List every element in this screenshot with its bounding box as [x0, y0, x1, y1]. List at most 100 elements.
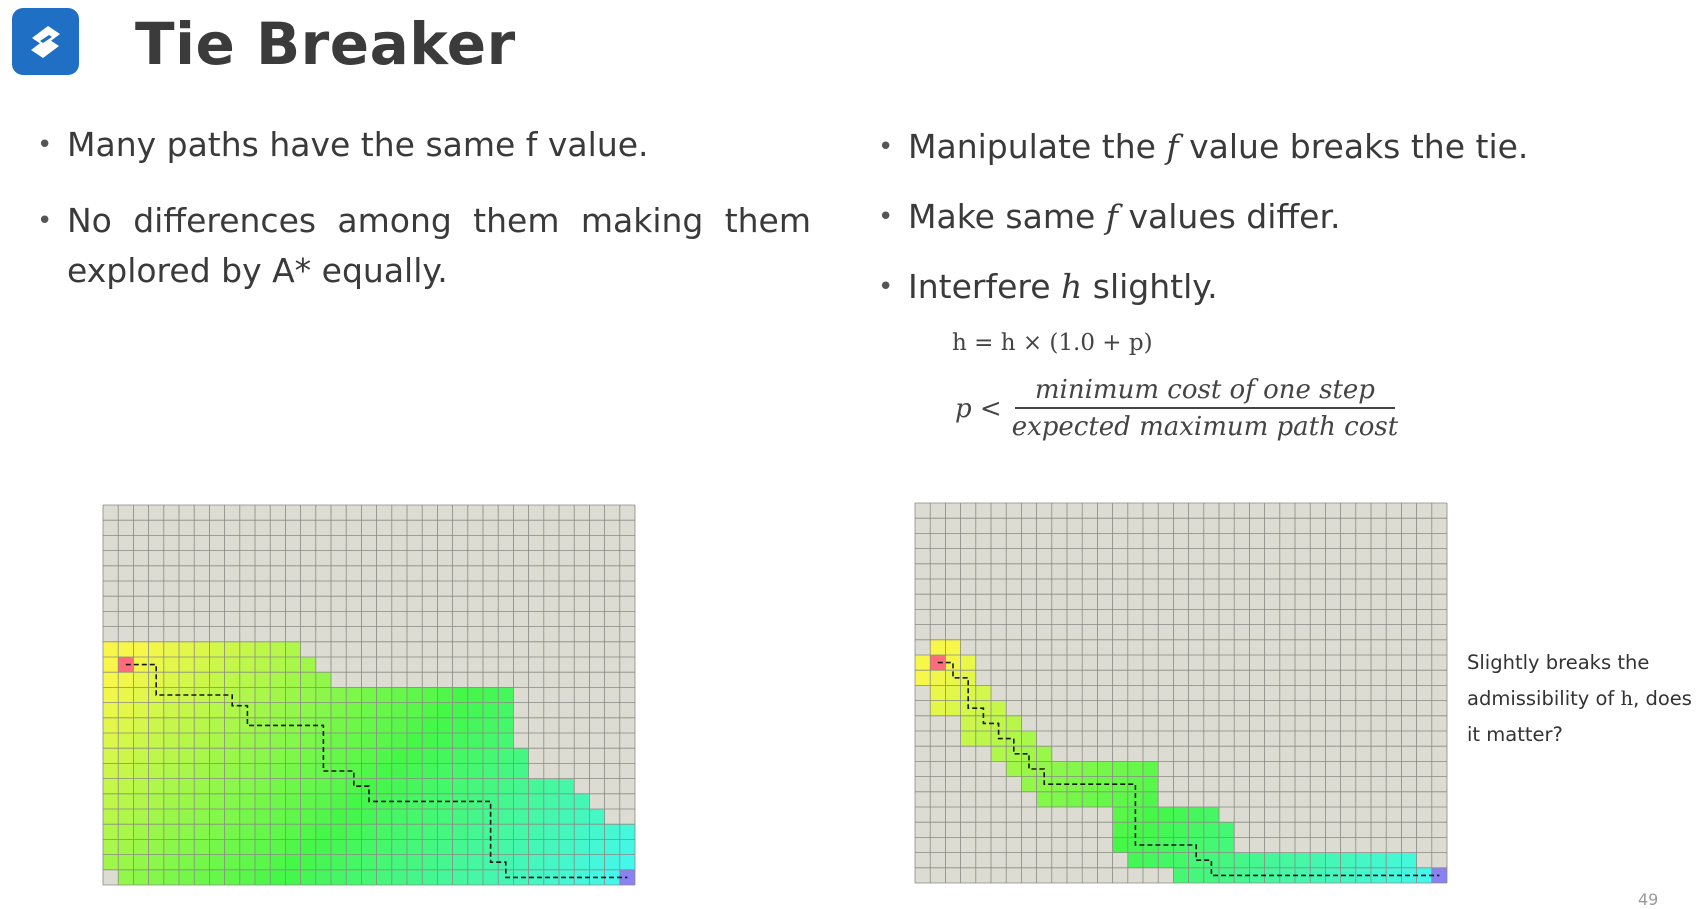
- explored-cell: [133, 824, 149, 840]
- explored-cell: [376, 687, 392, 703]
- explored-cell: [513, 778, 529, 794]
- explored-cell: [1127, 852, 1143, 868]
- explored-cell: [285, 869, 301, 885]
- explored-cell: [270, 702, 286, 718]
- explored-cell: [103, 733, 119, 749]
- explored-cell: [133, 702, 149, 718]
- explored-cell: [194, 748, 210, 764]
- explored-cell: [437, 869, 453, 885]
- explored-cell: [437, 717, 453, 733]
- explored-cell: [1203, 837, 1219, 853]
- explored-cell: [300, 824, 316, 840]
- explored-cell: [133, 641, 149, 657]
- explored-cell: [118, 778, 134, 794]
- explored-cell: [1340, 867, 1356, 883]
- explored-cell: [1143, 761, 1159, 777]
- explored-cell: [467, 763, 483, 779]
- explored-cell: [148, 793, 164, 809]
- logo: [12, 8, 79, 75]
- explored-cell: [209, 778, 225, 794]
- explored-cell: [991, 746, 1007, 762]
- explored-cell: [346, 869, 362, 885]
- explored-cell: [376, 717, 392, 733]
- explored-cell: [209, 763, 225, 779]
- explored-cell: [224, 657, 240, 673]
- explored-cell: [930, 670, 946, 686]
- explored-cell: [270, 672, 286, 688]
- explored-cell: [148, 702, 164, 718]
- explored-cell: [118, 824, 134, 840]
- explored-cell: [103, 778, 119, 794]
- explored-cell: [133, 733, 149, 749]
- explored-cell: [1340, 852, 1356, 868]
- explored-cell: [483, 793, 499, 809]
- explored-cell: [148, 809, 164, 825]
- explored-cell: [589, 839, 605, 855]
- explored-cell: [255, 793, 271, 809]
- explored-cell: [1112, 837, 1128, 853]
- explored-cell: [346, 793, 362, 809]
- explored-cell: [300, 687, 316, 703]
- explored-cell: [513, 869, 529, 885]
- explored-cell: [285, 657, 301, 673]
- explored-cell: [194, 869, 210, 885]
- explored-cell: [163, 641, 179, 657]
- explored-cell: [1203, 852, 1219, 868]
- explored-cell: [209, 809, 225, 825]
- explored-cell: [1188, 852, 1204, 868]
- explored-cell: [179, 763, 195, 779]
- explored-cell: [528, 854, 544, 870]
- explored-cell: [619, 839, 635, 855]
- explored-cell: [407, 778, 423, 794]
- explored-cell: [483, 763, 499, 779]
- explored-cell: [422, 824, 438, 840]
- explored-cell: [270, 763, 286, 779]
- explored-cell: [255, 687, 271, 703]
- explored-cell: [179, 717, 195, 733]
- explored-cell: [589, 854, 605, 870]
- explored-cell: [103, 641, 119, 657]
- explored-cell: [1173, 822, 1189, 838]
- explored-cell: [118, 748, 134, 764]
- explored-cell: [346, 763, 362, 779]
- explored-cell: [163, 672, 179, 688]
- explored-cell: [148, 641, 164, 657]
- explored-cell: [422, 702, 438, 718]
- explored-cell: [361, 763, 377, 779]
- explored-cell: [589, 809, 605, 825]
- explored-cell: [209, 869, 225, 885]
- explored-cell: [224, 793, 240, 809]
- explored-cell: [346, 824, 362, 840]
- explored-cell: [194, 778, 210, 794]
- explored-cell: [118, 809, 134, 825]
- explored-cell: [1203, 867, 1219, 883]
- f-symbol: 𝑓: [1166, 127, 1179, 166]
- explored-cell: [1219, 822, 1235, 838]
- explored-cell: [1355, 852, 1371, 868]
- explored-cell: [483, 702, 499, 718]
- explored-cell: [376, 763, 392, 779]
- explored-cell: [224, 869, 240, 885]
- explored-cell: [300, 869, 316, 885]
- inequality-lhs: p <: [955, 393, 1002, 424]
- explored-cell: [148, 763, 164, 779]
- explored-cell: [133, 854, 149, 870]
- explored-cell: [1188, 822, 1204, 838]
- explored-cell: [285, 748, 301, 764]
- explored-cell: [513, 824, 529, 840]
- grid-without-tie-breaker: [102, 504, 636, 886]
- explored-cell: [285, 763, 301, 779]
- explored-cell: [361, 748, 377, 764]
- explored-cell: [1112, 776, 1128, 792]
- explored-cell: [300, 702, 316, 718]
- bullet-text: values differ.: [1118, 197, 1341, 236]
- explored-cell: [179, 733, 195, 749]
- explored-cell: [437, 809, 453, 825]
- explored-cell: [239, 854, 255, 870]
- explored-cell: [315, 672, 331, 688]
- explored-cell: [300, 733, 316, 749]
- explored-cell: [331, 839, 347, 855]
- explored-cell: [239, 657, 255, 673]
- explored-cell: [103, 717, 119, 733]
- explored-cell: [945, 639, 961, 655]
